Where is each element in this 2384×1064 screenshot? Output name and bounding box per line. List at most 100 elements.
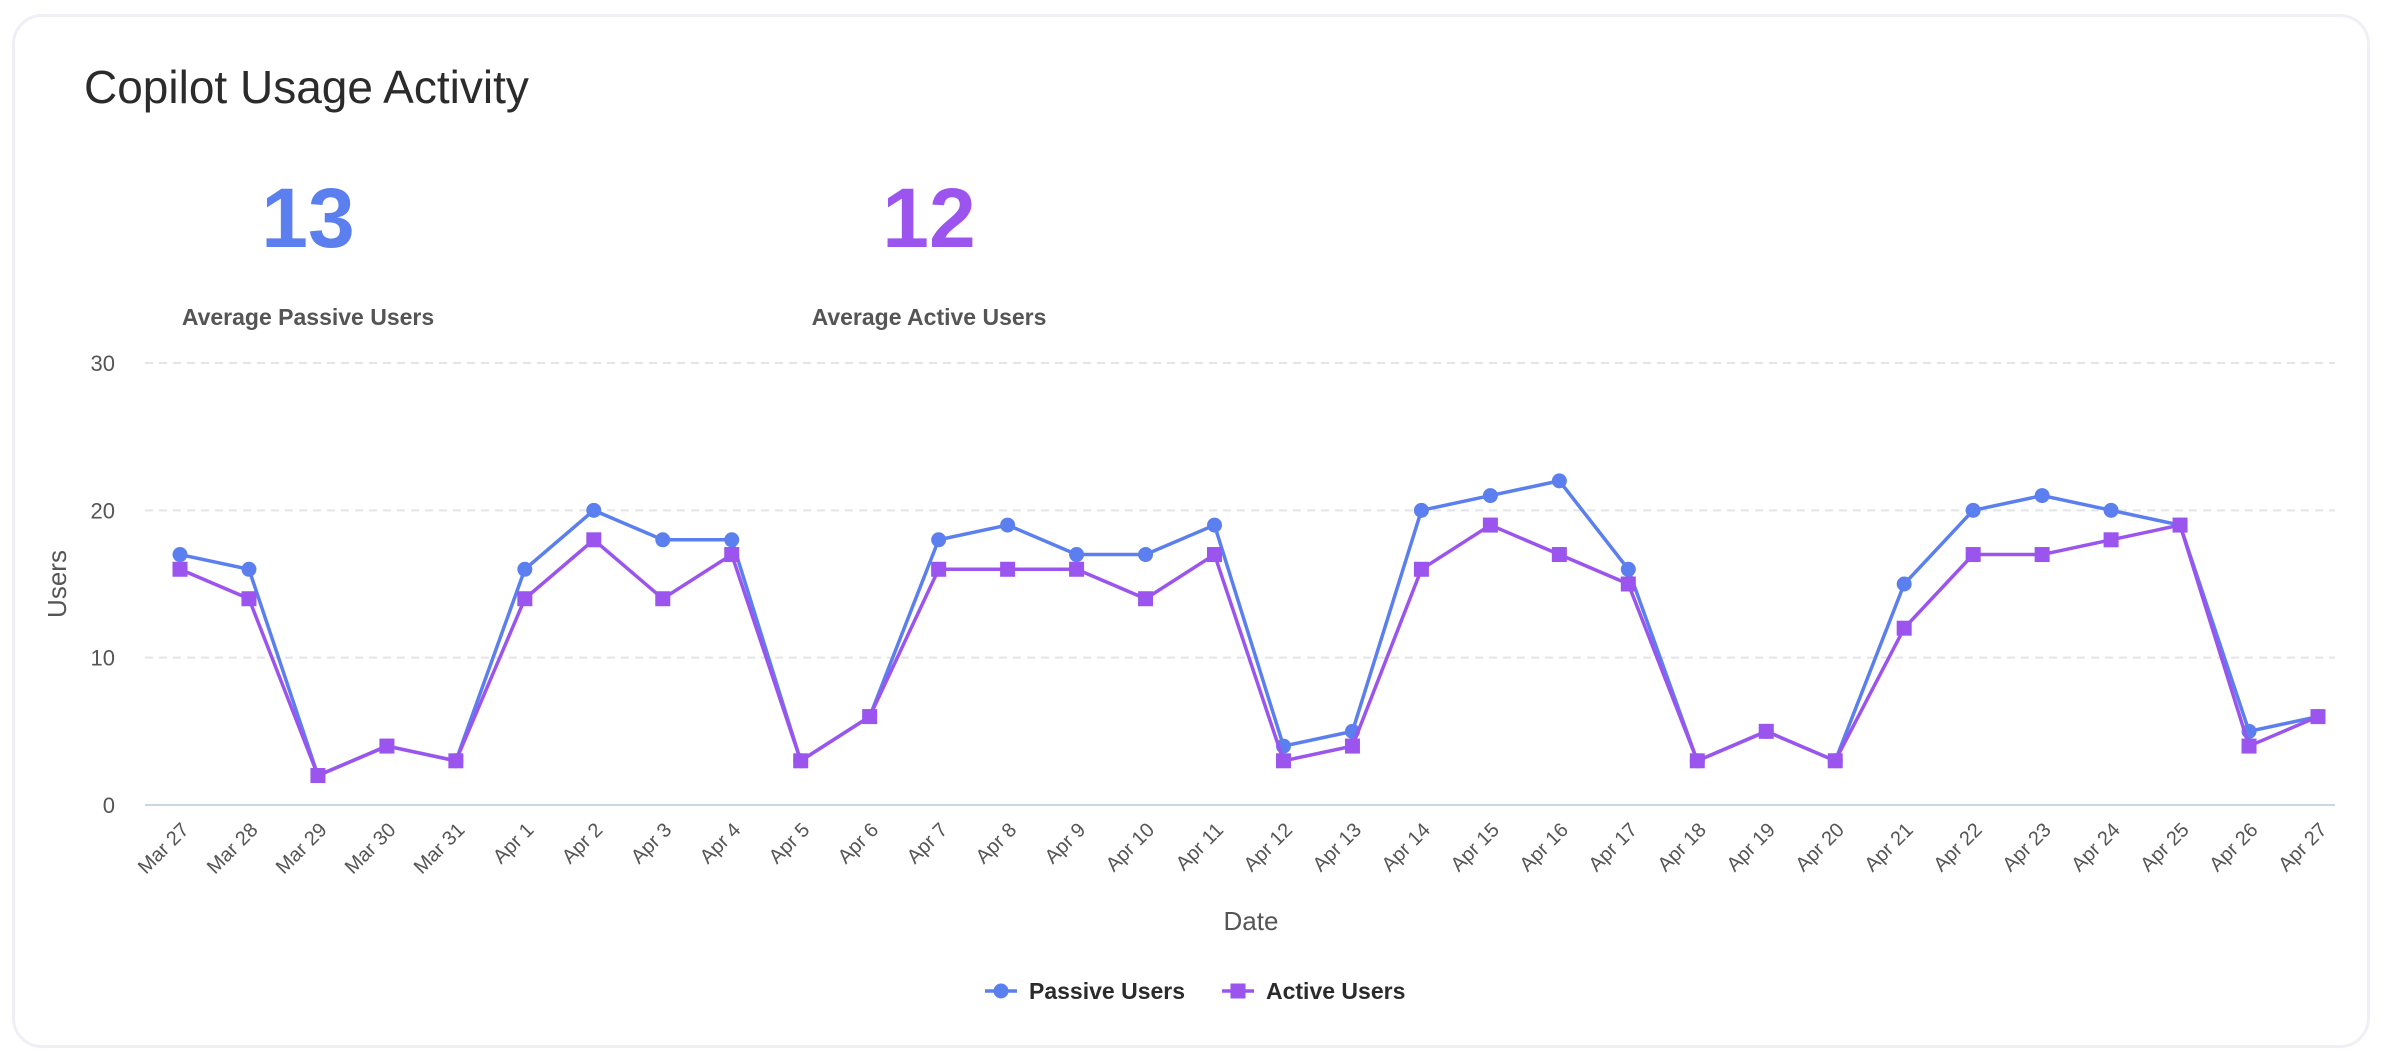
active-point xyxy=(1482,517,1498,533)
active-point xyxy=(1344,738,1360,754)
x-tick-label: Apr 6 xyxy=(834,819,883,868)
x-tick-label: Apr 20 xyxy=(1792,819,1849,876)
active-point xyxy=(586,532,602,548)
x-tick-label: Apr 17 xyxy=(1585,819,1642,876)
card-title: Copilot Usage Activity xyxy=(84,61,529,113)
x-tick-label: Apr 22 xyxy=(1929,819,1986,876)
active-point xyxy=(2103,532,2119,548)
active-point xyxy=(724,547,740,563)
active-point xyxy=(1965,547,1981,563)
passive-point xyxy=(724,532,740,548)
y-tick-label: 0 xyxy=(103,793,115,818)
active-point xyxy=(448,753,464,769)
active-point xyxy=(1620,576,1636,592)
x-tick-label: Mar 30 xyxy=(341,819,401,879)
active-point xyxy=(655,591,671,607)
legend-square-icon xyxy=(1230,983,1246,999)
active-point xyxy=(2310,709,2326,725)
passive-point xyxy=(241,561,257,577)
passive-point xyxy=(1551,473,1567,489)
active-point xyxy=(1551,547,1567,563)
legend-label: Passive Users xyxy=(1029,978,1185,1004)
x-tick-label: Apr 23 xyxy=(1998,819,2055,876)
active-point xyxy=(1138,591,1154,607)
active-point xyxy=(931,561,947,577)
y-tick-label: 10 xyxy=(91,646,115,671)
stat-passive: 13 Average Passive Users xyxy=(108,176,508,331)
active-point xyxy=(2034,547,2050,563)
x-tick-label: Apr 12 xyxy=(1240,819,1297,876)
active-point xyxy=(379,738,395,754)
passive-point xyxy=(1896,576,1912,592)
series-line-active xyxy=(179,523,2319,778)
active-point xyxy=(1275,753,1291,769)
active-point xyxy=(2172,517,2188,533)
x-tick-label: Apr 14 xyxy=(1378,819,1435,876)
active-point xyxy=(1758,723,1774,739)
active-point xyxy=(310,768,326,784)
passive-point xyxy=(1000,517,1016,533)
y-tick-label: 20 xyxy=(91,498,115,523)
legend-circle-icon xyxy=(993,983,1009,999)
x-tick-label: Mar 31 xyxy=(410,819,470,879)
passive-point xyxy=(1620,561,1636,577)
x-tick-label: Apr 19 xyxy=(1723,819,1780,876)
passive-point xyxy=(655,532,671,548)
active-point xyxy=(172,561,188,577)
active-point xyxy=(1069,561,1085,577)
x-tick-label: Apr 11 xyxy=(1172,819,1228,875)
x-tick-label: Apr 16 xyxy=(1516,819,1573,876)
passive-point xyxy=(1482,488,1498,504)
passive-point xyxy=(172,547,188,563)
x-tick-label: Mar 27 xyxy=(134,819,194,879)
x-tick-label: Apr 8 xyxy=(972,819,1021,868)
active-point xyxy=(862,709,878,725)
passive-point xyxy=(517,561,533,577)
passive-point xyxy=(1207,517,1223,533)
x-tick-label: Apr 18 xyxy=(1654,819,1711,876)
legend-label: Active Users xyxy=(1266,978,1405,1004)
x-tick-label: Apr 9 xyxy=(1041,819,1090,868)
x-tick-label: Apr 2 xyxy=(558,819,607,868)
active-point xyxy=(1413,561,1429,577)
passive-point xyxy=(2103,502,2119,518)
active-point xyxy=(1689,753,1705,769)
stat-active-label: Average Active Users xyxy=(811,304,1047,330)
y-tick-label: 30 xyxy=(91,351,115,376)
passive-point xyxy=(586,502,602,518)
active-point xyxy=(1827,753,1843,769)
x-tick-label: Apr 15 xyxy=(1447,819,1504,876)
x-tick-label: Apr 24 xyxy=(2067,819,2124,876)
passive-point xyxy=(931,532,947,548)
usage-card xyxy=(12,14,2370,1048)
passive-point xyxy=(1965,502,1981,518)
x-tick-label: Apr 25 xyxy=(2136,819,2193,876)
x-tick-label: Mar 28 xyxy=(203,819,263,879)
x-tick-label: Apr 1 xyxy=(489,819,538,868)
stat-active-value: 12 xyxy=(882,171,976,265)
y-axis-label: Users xyxy=(42,550,72,618)
stat-passive-label: Average Passive Users xyxy=(181,304,435,330)
x-tick-label: Apr 3 xyxy=(627,819,676,868)
active-point xyxy=(241,591,257,607)
stat-active: 12 Average Active Users xyxy=(729,176,1129,331)
stat-passive-value: 13 xyxy=(261,171,355,265)
x-tick-label: Mar 29 xyxy=(272,819,332,879)
x-tick-label: Apr 10 xyxy=(1102,819,1159,876)
x-tick-label: Apr 5 xyxy=(765,819,814,868)
passive-point xyxy=(2034,488,2050,504)
passive-point xyxy=(1138,547,1154,563)
x-tick-label: Apr 7 xyxy=(903,819,952,868)
active-point xyxy=(793,753,809,769)
x-tick-label: Apr 21 xyxy=(1860,819,1917,876)
active-point xyxy=(2241,738,2257,754)
x-axis-label: Date xyxy=(1224,906,1279,936)
x-tick-label: Apr 4 xyxy=(696,819,745,868)
passive-point xyxy=(1413,502,1429,518)
active-point xyxy=(517,591,533,607)
active-point xyxy=(1000,561,1016,577)
series-line-passive xyxy=(179,478,2319,778)
active-point xyxy=(1207,547,1223,563)
x-tick-label: Apr 26 xyxy=(2205,819,2262,876)
